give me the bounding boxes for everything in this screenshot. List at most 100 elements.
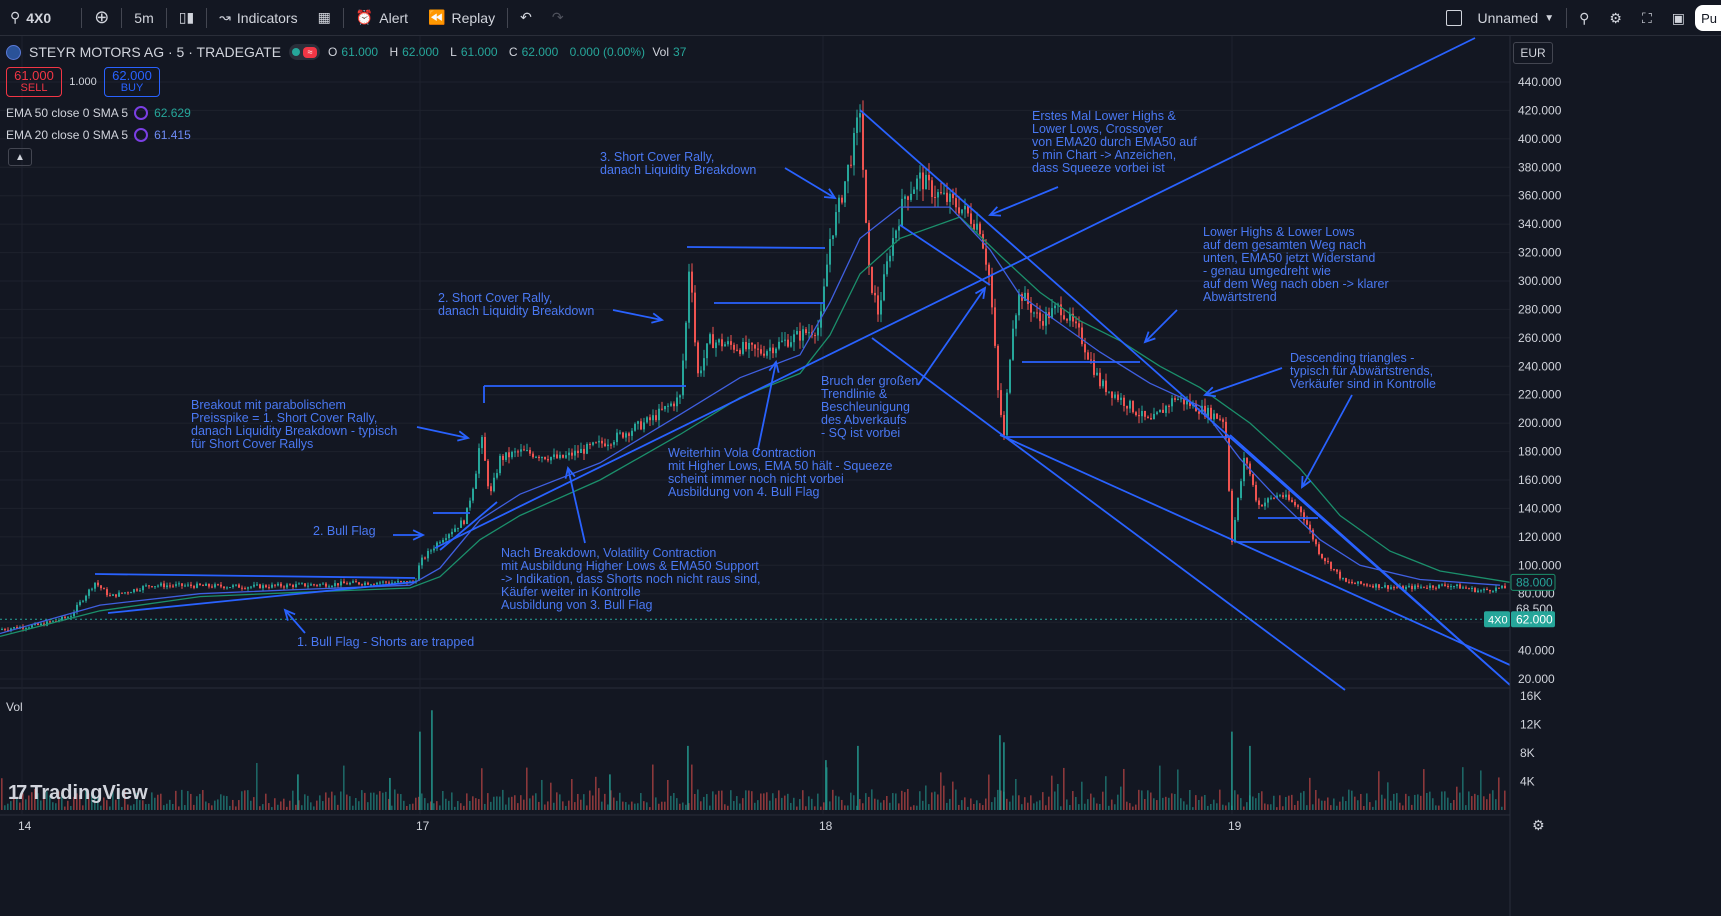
- candle-body: [1219, 418, 1221, 420]
- candle-body: [1288, 494, 1290, 500]
- volume-label: Vol: [652, 45, 670, 59]
- alert-button[interactable]: ⏰ Alert: [346, 0, 418, 36]
- volume-bar: [1432, 798, 1434, 810]
- layout-button[interactable]: Unnamed ▼: [1436, 0, 1565, 36]
- candle-body: [751, 343, 753, 345]
- annotation-text: 3. Short Cover Rally, danach Liquidity Br…: [600, 150, 756, 177]
- candle-body: [463, 520, 465, 524]
- candle-body: [1234, 519, 1236, 543]
- tradingview-logo[interactable]: 17 TradingView: [8, 782, 148, 805]
- add-symbol-button[interactable]: ⊕: [84, 0, 119, 36]
- volume-bar: [592, 795, 594, 810]
- volume-bar: [1495, 799, 1497, 810]
- currency-button[interactable]: EUR: [1513, 42, 1553, 64]
- candle-body: [73, 611, 75, 617]
- volume-bar: [166, 803, 168, 810]
- volume-bar: [4, 805, 6, 810]
- annotation-line: mit Higher Lows, EMA 50 hält - Squeeze: [668, 459, 892, 473]
- volume-bar: [1378, 771, 1380, 810]
- candle-body: [55, 620, 57, 622]
- candle-body: [913, 189, 915, 194]
- volume-bar: [403, 800, 405, 810]
- volume-bar: [565, 805, 567, 810]
- candle-body: [334, 583, 336, 586]
- volume-bar: [31, 792, 33, 810]
- candle-body: [1000, 390, 1002, 415]
- candle-body: [304, 583, 306, 587]
- templates-button[interactable]: ▦: [308, 0, 341, 36]
- candle-body: [124, 592, 126, 594]
- candle-body: [1, 629, 3, 631]
- candle-body: [667, 405, 669, 407]
- candle-body: [1033, 312, 1035, 314]
- fullscreen-button[interactable]: ⛶: [1632, 0, 1662, 36]
- candle-body: [973, 223, 975, 230]
- candle-body: [250, 586, 252, 588]
- volume-bar: [439, 805, 441, 810]
- volume-bar: [910, 806, 912, 810]
- replay-button[interactable]: ⏪ Replay: [418, 0, 505, 36]
- redo-icon: ↷: [551, 9, 564, 25]
- buy-button[interactable]: 62.000 BUY: [104, 67, 160, 97]
- interval-button[interactable]: 5m: [124, 0, 163, 36]
- chart-type-button[interactable]: ▯▮: [169, 0, 204, 36]
- candle-body: [1387, 585, 1389, 589]
- volume-bar: [994, 797, 996, 810]
- quick-search-button[interactable]: ⚲: [1569, 0, 1599, 36]
- volume-spike-bar: [1231, 731, 1233, 810]
- candle-body: [541, 456, 543, 459]
- candle-body: [1222, 419, 1224, 422]
- volume-bar: [1165, 796, 1167, 810]
- candle-body: [1336, 569, 1338, 572]
- candle-body: [1414, 585, 1416, 590]
- market-status[interactable]: ≈: [289, 44, 321, 60]
- toolbar-divider: [165, 7, 167, 28]
- volume-bar: [1417, 794, 1419, 810]
- candle-body: [550, 456, 552, 461]
- annotation-line: dass Squeeze vorbei ist: [1032, 161, 1165, 175]
- candle-body: [187, 584, 189, 586]
- volume-bar: [868, 796, 870, 810]
- undo-button[interactable]: ↶: [510, 0, 542, 36]
- annotation-text: Bruch der großen Trendlinie & Beschleunigu…: [821, 374, 918, 440]
- volume-bar: [982, 805, 984, 810]
- candle-body: [280, 583, 282, 587]
- candle-body: [583, 448, 585, 454]
- volume-bar: [1099, 803, 1101, 810]
- symbol-search[interactable]: ⚲ 4X0: [0, 0, 61, 36]
- candle-body: [478, 448, 480, 474]
- volume-bar: [1105, 776, 1107, 810]
- top-toolbar: ⚲ 4X0 ⊕ 5m ▯▮ ↝ Indicators ▦ ⏰ Alert ⏪ R…: [0, 0, 1721, 36]
- candle-body: [790, 342, 792, 347]
- volume-bar: [1222, 804, 1224, 810]
- volume-bar: [916, 805, 918, 810]
- candle-body: [814, 334, 816, 336]
- volume-bar: [1072, 791, 1074, 810]
- redo-button[interactable]: ↷: [542, 0, 574, 36]
- candle-body: [601, 440, 603, 444]
- candle-body: [367, 582, 369, 585]
- annotation-text: 1. Bull Flag - Shorts are trapped: [297, 635, 474, 649]
- volume-bar: [634, 803, 636, 810]
- sell-button[interactable]: 61.000 SELL: [6, 67, 62, 97]
- candle-body: [952, 193, 954, 199]
- indicators-button[interactable]: ↝ Indicators: [209, 0, 307, 36]
- collapse-legend-button[interactable]: ▲: [8, 148, 32, 166]
- candle-body: [133, 589, 135, 593]
- indicator-legend-ema20[interactable]: EMA 20 close 0 SMA 5 61.415: [6, 128, 191, 142]
- volume-bar: [49, 795, 51, 810]
- volume-bar: [199, 793, 201, 810]
- snapshot-button[interactable]: ▣: [1662, 0, 1695, 36]
- settings-button[interactable]: ⚙: [1599, 0, 1632, 36]
- volume-bar: [1204, 794, 1206, 810]
- volume-bar: [448, 800, 450, 810]
- candle-body: [1420, 586, 1422, 588]
- volume-bar: [1348, 789, 1350, 810]
- candle-body: [1468, 588, 1470, 590]
- indicator-legend-ema50[interactable]: EMA 50 close 0 SMA 5 62.629: [6, 106, 191, 120]
- publish-button[interactable]: Pu: [1695, 5, 1721, 31]
- volume-spike-bar: [687, 745, 689, 810]
- candle-body: [1432, 585, 1434, 588]
- candle-body: [199, 583, 201, 586]
